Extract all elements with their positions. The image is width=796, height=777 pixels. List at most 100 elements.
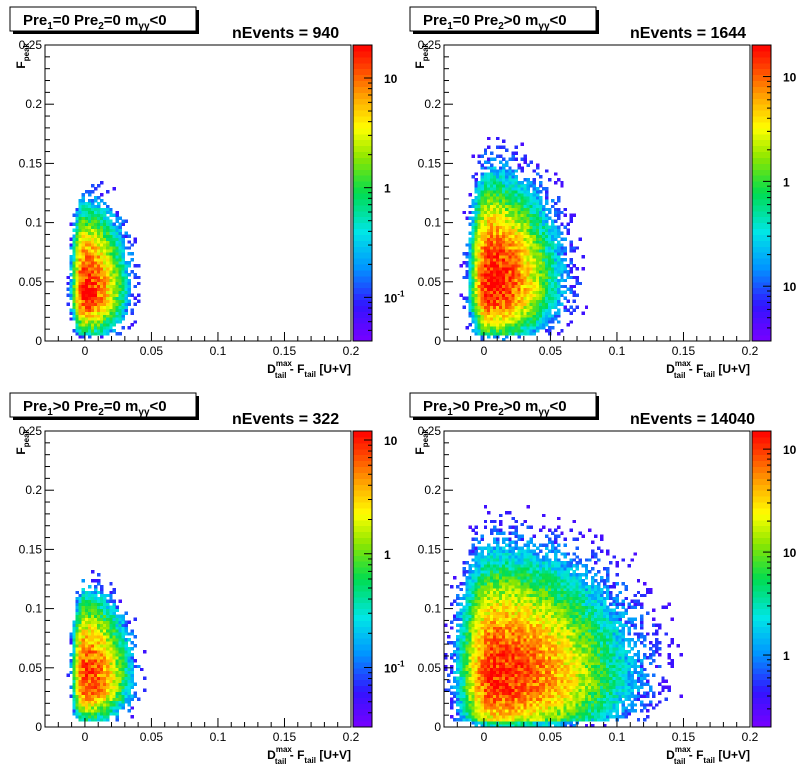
heatmap-cell: [472, 303, 475, 306]
heatmap-cell: [554, 220, 557, 223]
heatmap-cell: [548, 326, 551, 329]
heatmap-cell: [545, 169, 548, 172]
heatmap-cell: [496, 567, 499, 570]
heatmap-cell: [484, 193, 487, 196]
heatmap-cell: [475, 314, 478, 317]
heatmap-cell: [122, 647, 125, 650]
heatmap-cell: [536, 249, 539, 252]
heatmap-cell: [106, 243, 109, 246]
heatmap-cell: [456, 662, 459, 665]
heatmap-cell: [453, 576, 456, 579]
heatmap-cell: [487, 626, 490, 629]
heatmap-cell: [493, 255, 496, 258]
heatmap-cell: [109, 229, 112, 232]
heatmap-cell: [100, 706, 103, 709]
heatmap-cell: [79, 659, 82, 662]
heatmap-cell: [475, 332, 478, 335]
heatmap-cell: [76, 314, 79, 317]
heatmap-cell: [125, 626, 128, 629]
heatmap-cell: [521, 291, 524, 294]
heatmap-cell: [514, 721, 517, 724]
heatmap-cell: [527, 226, 530, 229]
heatmap-cell: [521, 264, 524, 267]
heatmap-cell: [122, 308, 125, 311]
heatmap-cell: [100, 588, 103, 591]
heatmap-cell: [533, 246, 536, 249]
heatmap-cell: [468, 552, 471, 555]
heatmap-cell: [79, 229, 82, 232]
heatmap-cell: [465, 668, 468, 671]
color-scale-step: [752, 104, 771, 110]
heatmap-cell: [76, 606, 79, 609]
heatmap-cell: [115, 694, 118, 697]
heatmap-cell: [493, 561, 496, 564]
heatmap-cell: [502, 691, 505, 694]
heatmap-cell: [536, 246, 539, 249]
heatmap-cell: [539, 288, 542, 291]
heatmap-cell: [465, 689, 468, 692]
heatmap-cell: [94, 594, 97, 597]
heatmap-cell: [493, 703, 496, 706]
color-scale-step: [353, 449, 372, 455]
heatmap-cell: [475, 267, 478, 270]
heatmap-cell: [94, 234, 97, 237]
heatmap-cell: [508, 709, 511, 712]
heatmap-cell: [505, 190, 508, 193]
heatmap-cell: [475, 231, 478, 234]
heatmap-cell: [490, 573, 493, 576]
heatmap-cell: [94, 686, 97, 689]
heatmap-cell: [82, 261, 85, 264]
heatmap-cell: [459, 680, 462, 683]
heatmap-cell: [487, 190, 490, 193]
heatmap-cell: [496, 573, 499, 576]
heatmap-cell: [106, 683, 109, 686]
heatmap-cell: [484, 199, 487, 202]
heatmap-cell: [128, 632, 131, 635]
heatmap-cell: [122, 691, 125, 694]
heatmap-cell: [539, 270, 542, 273]
heatmap-cell: [128, 647, 131, 650]
heatmap-cell: [511, 199, 514, 202]
heatmap-cell: [487, 677, 490, 680]
heatmap-cell: [496, 208, 499, 211]
heatmap-cell: [94, 617, 97, 620]
heatmap-cell: [468, 653, 471, 656]
heatmap-cell: [118, 252, 121, 255]
heatmap-cell: [508, 662, 511, 665]
heatmap-cell: [545, 273, 548, 276]
heatmap-cell: [484, 243, 487, 246]
heatmap-cell: [487, 261, 490, 264]
heatmap-cell: [505, 615, 508, 618]
heatmap-cell: [530, 317, 533, 320]
heatmap-cell: [106, 249, 109, 252]
heatmap-cell: [505, 674, 508, 677]
heatmap-cell: [496, 137, 499, 140]
heatmap-cell: [76, 267, 79, 270]
heatmap-cell: [511, 172, 514, 175]
heatmap-cell: [508, 632, 511, 635]
heatmap-cell: [548, 329, 551, 332]
heatmap-cell: [94, 653, 97, 656]
heatmap-cell: [557, 214, 560, 217]
heatmap-cell: [118, 226, 121, 229]
heatmap-cell: [76, 229, 79, 232]
heatmap-cell: [527, 196, 530, 199]
color-scale-label: 1: [384, 548, 391, 562]
heatmap-cell: [100, 609, 103, 612]
heatmap-cell: [140, 668, 143, 671]
heatmap-cell: [487, 691, 490, 694]
y-tick-label: 0.1: [25, 216, 42, 230]
heatmap-cell: [487, 270, 490, 273]
heatmap-cell: [122, 282, 125, 285]
heatmap-cell: [548, 282, 551, 285]
heatmap-cell: [91, 662, 94, 665]
heatmap-cell: [88, 214, 91, 217]
heatmap-cell: [128, 638, 131, 641]
heatmap-cell: [536, 214, 539, 217]
heatmap-cell: [496, 314, 499, 317]
heatmap-cell: [499, 718, 502, 721]
heatmap-cell: [533, 317, 536, 320]
heatmap-cell: [493, 712, 496, 715]
heatmap-cell: [475, 691, 478, 694]
heatmap-cell: [527, 178, 530, 181]
